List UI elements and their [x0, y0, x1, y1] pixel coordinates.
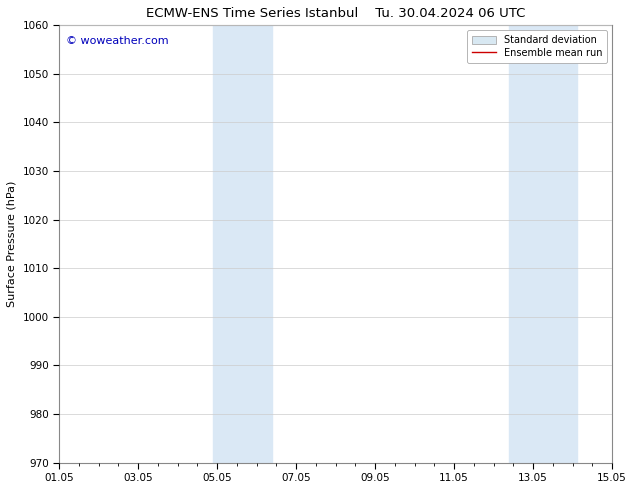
- Title: ECMW-ENS Time Series Istanbul    Tu. 30.04.2024 06 UTC: ECMW-ENS Time Series Istanbul Tu. 30.04.…: [146, 7, 526, 20]
- Legend: Standard deviation, Ensemble mean run: Standard deviation, Ensemble mean run: [467, 30, 607, 63]
- Y-axis label: Surface Pressure (hPa): Surface Pressure (hPa): [7, 181, 17, 307]
- Bar: [510, 25, 577, 463]
- Bar: [213, 25, 273, 463]
- Text: © woweather.com: © woweather.com: [66, 36, 169, 46]
